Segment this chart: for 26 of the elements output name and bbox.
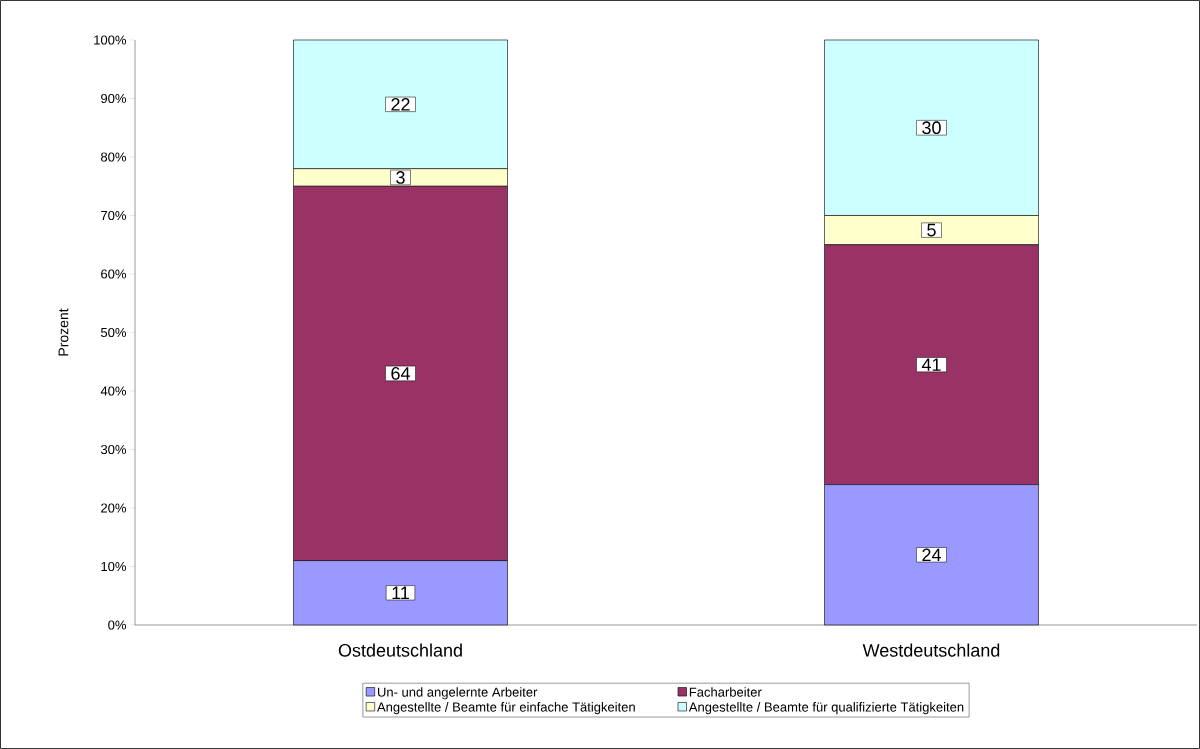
y-tick-label: 10%	[101, 561, 127, 572]
y-tick-label: 30%	[100, 444, 127, 455]
legend-label: Facharbeiter	[689, 687, 762, 697]
x-tick-label: Ostdeutschland	[338, 643, 462, 657]
data-label: 30	[922, 121, 941, 135]
data-label: 64	[391, 367, 410, 380]
y-axis-title: Prozent	[58, 308, 69, 356]
y-tick-label: 60%	[101, 269, 127, 279]
data-label: 3	[396, 171, 405, 184]
y-tick-label: 80%	[101, 152, 127, 162]
y-tick-label: 50%	[100, 327, 127, 338]
data-label: 24	[922, 548, 941, 562]
data-label: 5	[927, 223, 936, 237]
y-tick-label: 70%	[101, 210, 127, 221]
data-label: 11	[392, 586, 409, 599]
legend-label: Un- und angelernte Arbeiter	[377, 687, 538, 700]
y-tick-label: 100%	[94, 35, 127, 45]
y-tick-label: 40%	[100, 386, 127, 396]
y-tick-label: 90%	[101, 93, 127, 104]
data-label: 41	[921, 358, 941, 371]
legend-label: Angestellte / Beamte für einfache Tätigkeiten	[377, 702, 635, 715]
x-tick-label: Westdeutschland	[862, 643, 1000, 657]
y-tick-label: 0%	[108, 620, 127, 630]
legend-label: Angestellte / Beamte für qualifizierte Tätigkeiten	[688, 702, 964, 715]
y-tick-label: 20%	[101, 503, 127, 513]
data-label: 22	[391, 98, 410, 111]
